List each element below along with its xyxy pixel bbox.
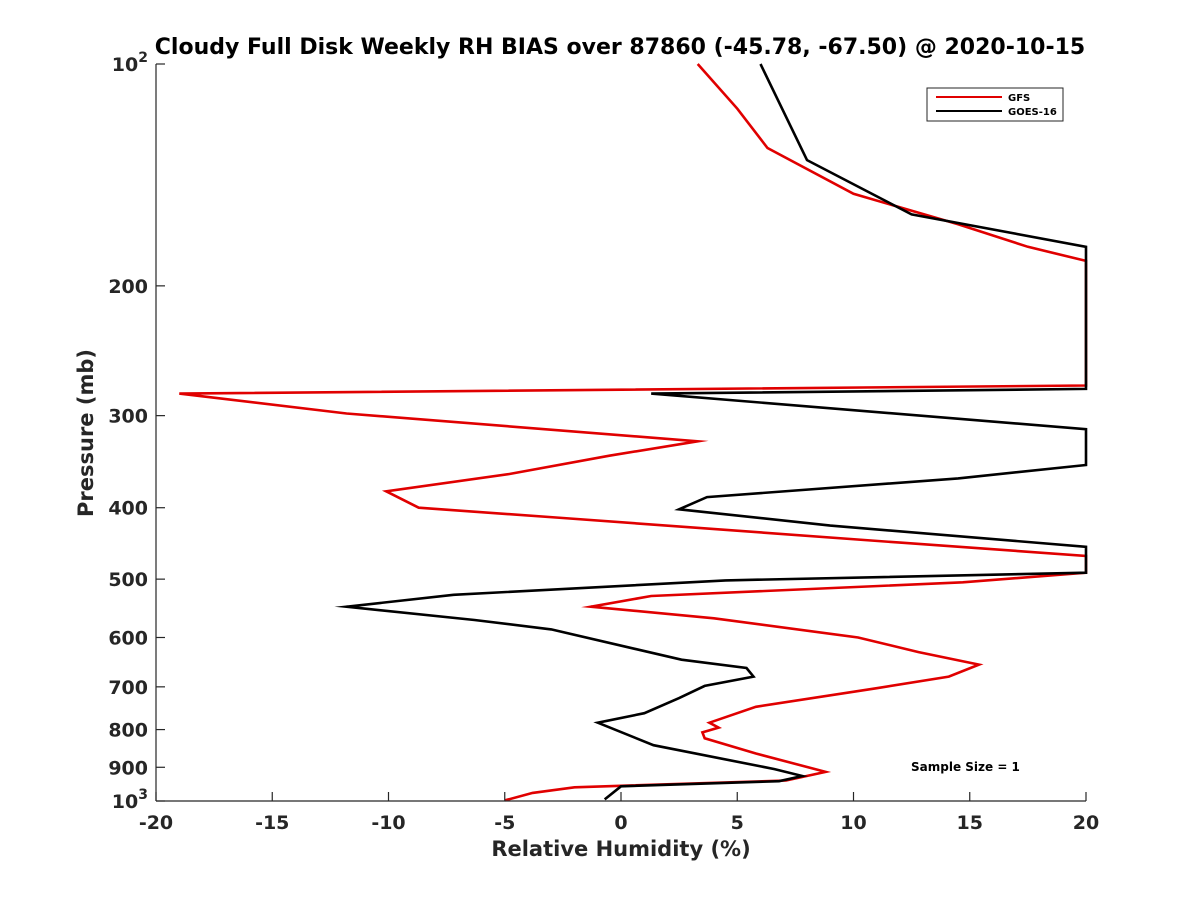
x-tick-label: 10 bbox=[840, 812, 866, 834]
chart-title: Cloudy Full Disk Weekly RH BIAS over 878… bbox=[155, 35, 1085, 60]
y-tick-label: 102 bbox=[112, 50, 148, 76]
series-line-goes16 bbox=[334, 63, 1088, 801]
x-tick-label: 20 bbox=[1073, 812, 1099, 834]
y-tick-group: 102 200 300 400 500 600 700 800 900 103 bbox=[108, 50, 165, 813]
y-tick-label: 600 bbox=[108, 627, 148, 649]
y-tick-label: 103 bbox=[112, 787, 148, 813]
x-tick-label: -10 bbox=[371, 812, 405, 834]
x-tick-group: -20 -15 -10 -5 0 5 10 15 20 bbox=[139, 792, 1099, 834]
y-tick-label: 400 bbox=[108, 498, 148, 520]
x-tick-label: -20 bbox=[139, 812, 173, 834]
y-axis-label: Pressure (mb) bbox=[74, 349, 98, 517]
sample-size-annotation: Sample Size = 1 bbox=[911, 760, 1020, 774]
plot-area bbox=[156, 64, 1086, 801]
x-tick-label: 5 bbox=[731, 812, 744, 834]
legend-label-gfs: GFS bbox=[1008, 93, 1030, 104]
legend: GFS GOES-16 bbox=[926, 87, 1064, 122]
y-tick-label: 500 bbox=[108, 569, 148, 591]
x-tick-label: -5 bbox=[494, 812, 515, 834]
y-tick-label: 800 bbox=[108, 720, 148, 742]
x-tick-label: -15 bbox=[255, 812, 289, 834]
y-tick-label: 300 bbox=[108, 406, 148, 428]
legend-label-goes16: GOES-16 bbox=[1008, 107, 1057, 118]
x-tick-label: 0 bbox=[614, 812, 627, 834]
x-axis-label: Relative Humidity (%) bbox=[491, 837, 750, 861]
y-tick-label: 900 bbox=[108, 757, 148, 779]
x-tick-label: 15 bbox=[957, 812, 983, 834]
y-tick-label: 700 bbox=[108, 677, 148, 699]
y-tick-label: 200 bbox=[108, 276, 148, 298]
legend-box bbox=[926, 87, 1064, 122]
series-layer bbox=[179, 63, 1088, 802]
